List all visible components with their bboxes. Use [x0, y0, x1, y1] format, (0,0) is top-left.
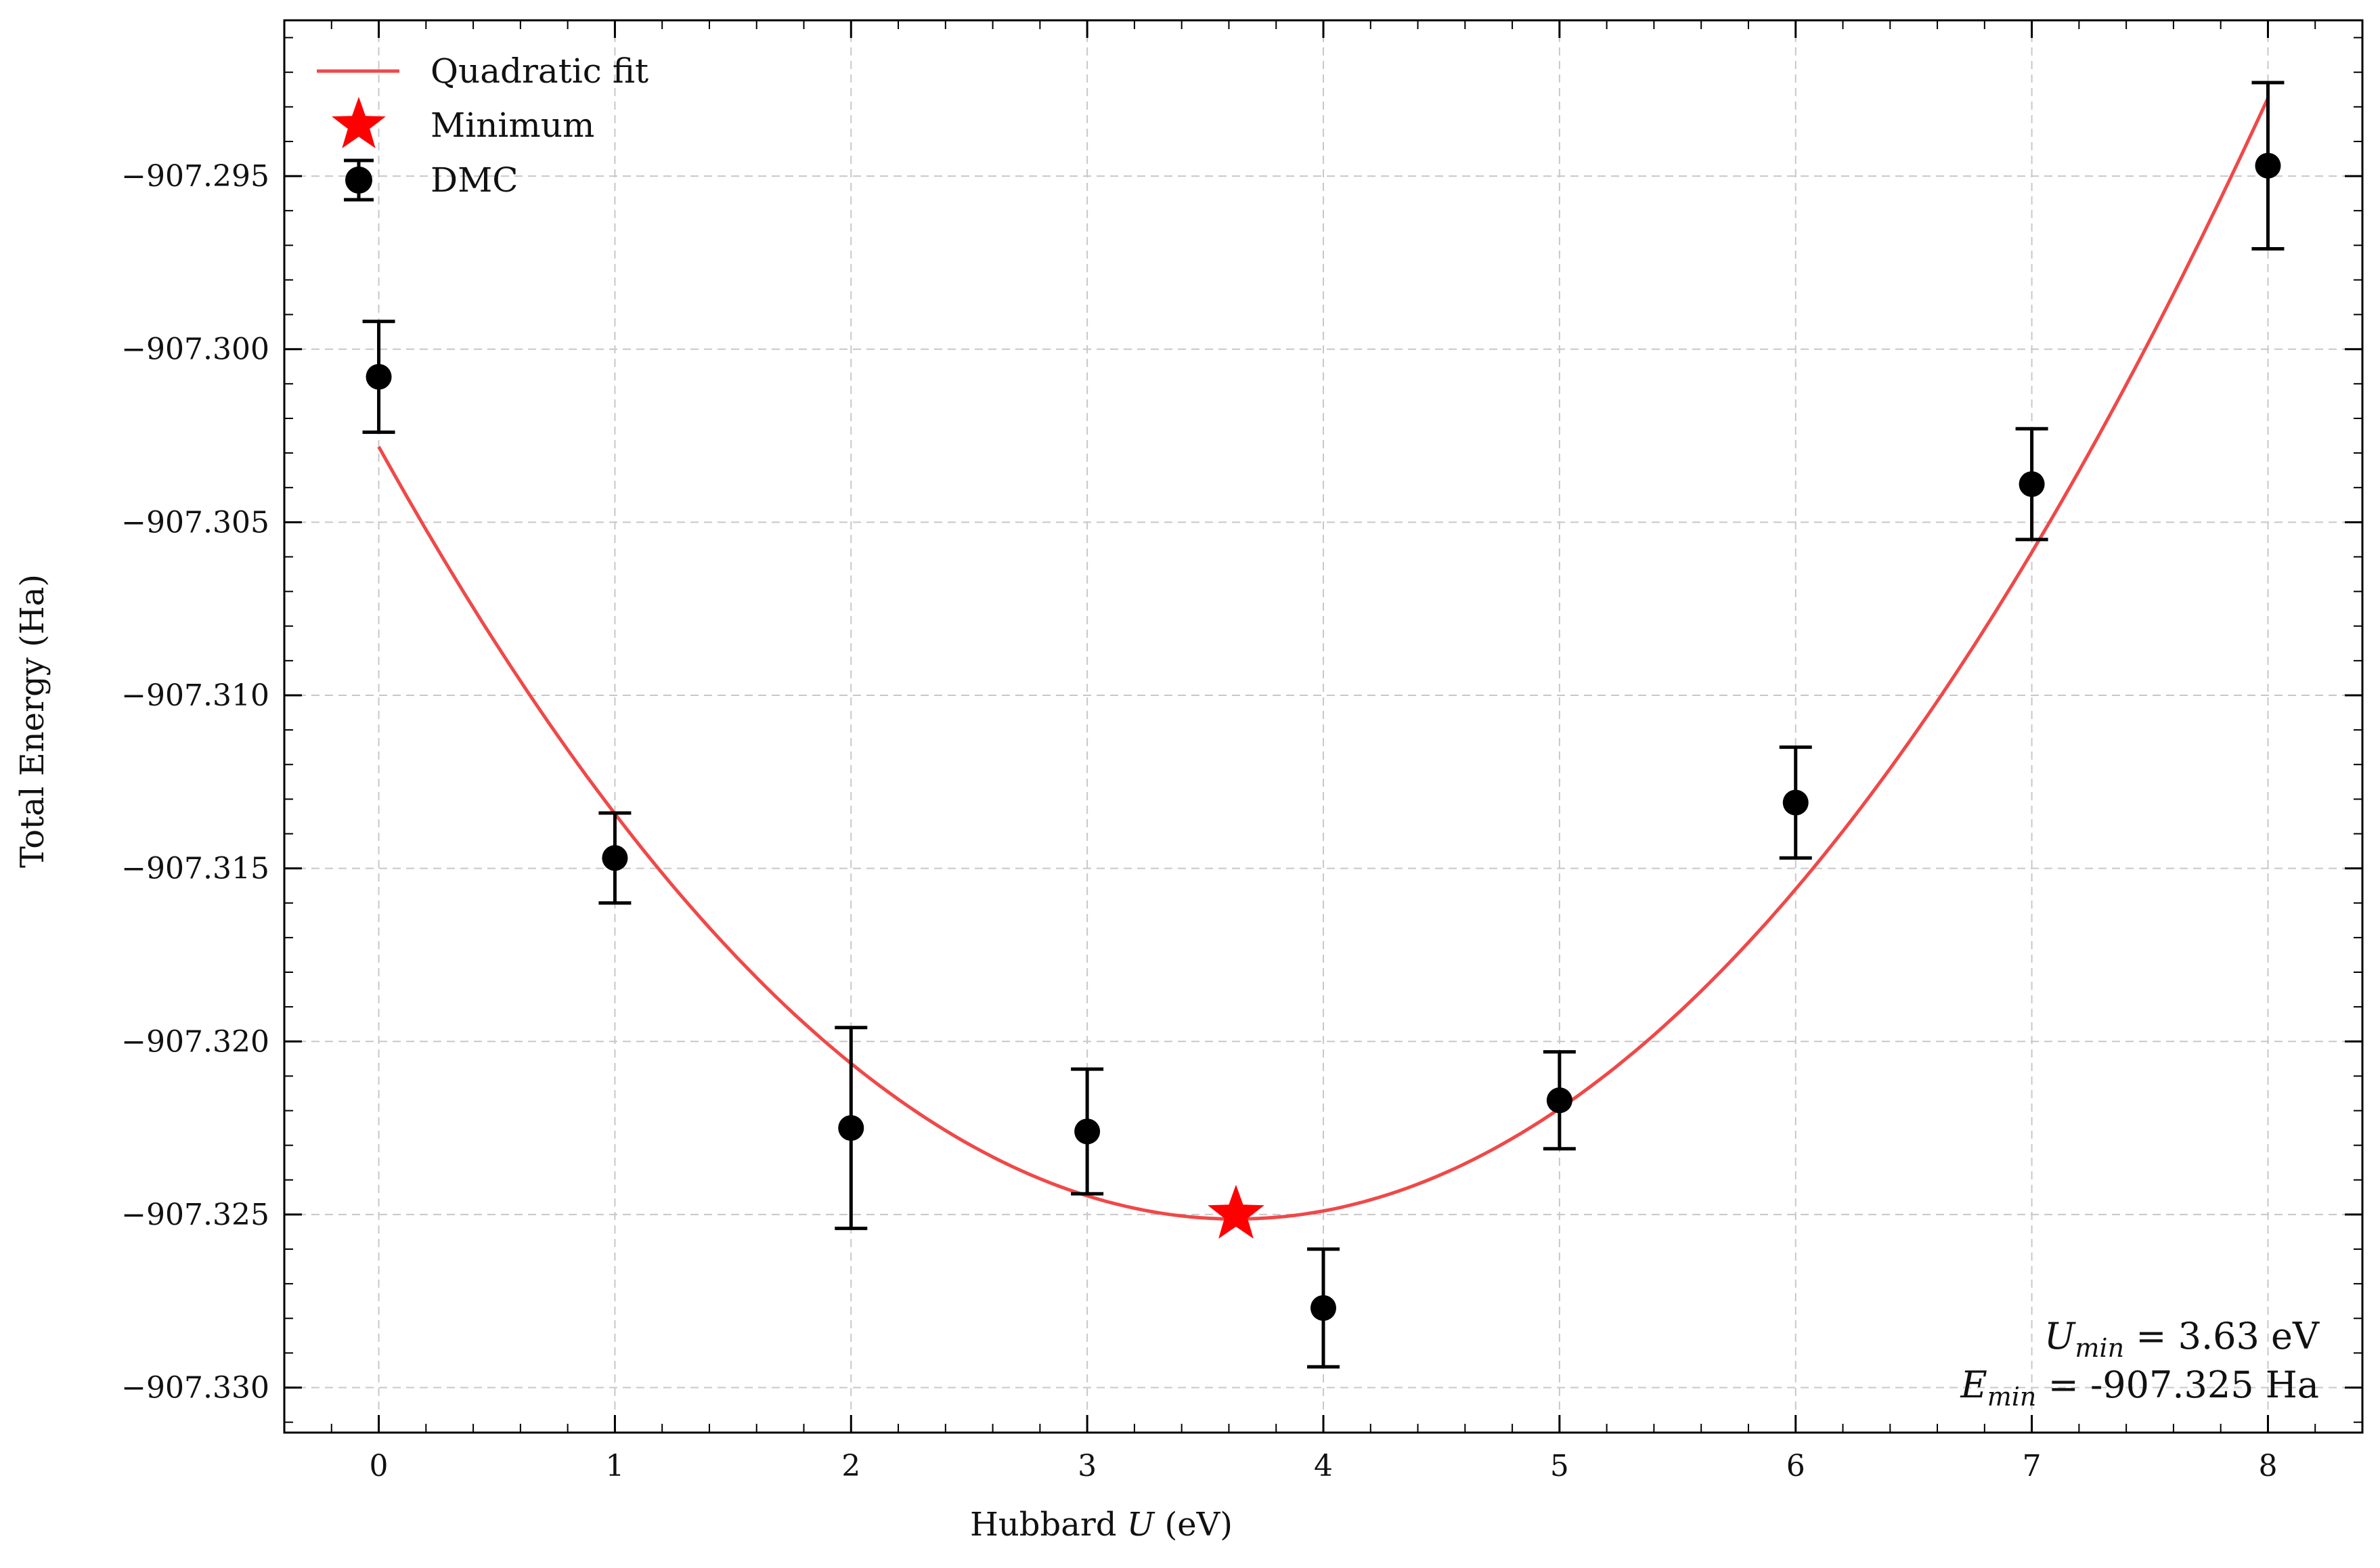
x-tick-label: 3: [1078, 1449, 1097, 1483]
y-tick-label: −907.305: [121, 505, 269, 540]
legend: Quadratic fit Minimum DMC: [317, 51, 648, 202]
y-tick-label: −907.295: [121, 159, 269, 194]
axis-ticks: [284, 20, 2363, 1433]
minimum-star-marker: [1208, 1184, 1264, 1239]
y-tick-label: −907.300: [121, 332, 269, 367]
legend-minimum-label: Minimum: [431, 106, 594, 145]
y-tick-label: −907.320: [121, 1024, 269, 1059]
dmc-point: [1782, 789, 1809, 816]
annotation-emin: Emin = -907.325 Ha: [1960, 1364, 2319, 1412]
dmc-point: [1546, 1087, 1572, 1114]
y-tick-label: −907.330: [121, 1371, 269, 1406]
x-tick-label: 4: [1314, 1449, 1333, 1483]
x-tick-label: 0: [370, 1449, 389, 1483]
x-tick-label: 8: [2258, 1449, 2277, 1483]
x-tick-label: 7: [2023, 1449, 2042, 1483]
dmc-point: [838, 1115, 864, 1141]
x-tick-label: 6: [1786, 1449, 1805, 1483]
dmc-point: [2019, 471, 2045, 498]
legend-fit-label: Quadratic fit: [431, 51, 648, 91]
y-tick-label: −907.325: [121, 1198, 269, 1232]
x-tick-label: 2: [841, 1449, 860, 1483]
x-axis-label: Hubbard U (eV): [970, 1506, 1233, 1544]
minimum-layer: [1208, 1184, 1264, 1239]
x-tick-label: 1: [605, 1449, 624, 1483]
y-axis-label: Total Energy (Ha): [14, 574, 51, 868]
y-tick-label: −907.315: [121, 852, 269, 886]
legend-dmc-swatch: [344, 158, 374, 202]
dmc-point: [2255, 152, 2281, 179]
dmc-point: [366, 364, 392, 390]
dmc-point: [1074, 1118, 1101, 1145]
legend-minimum-swatch: [332, 97, 386, 148]
x-tick-label: 5: [1550, 1449, 1569, 1483]
legend-dmc-label: DMC: [431, 160, 519, 200]
y-tick-label: −907.310: [121, 678, 269, 713]
x-tick-labels: 0 1 2 3 4 5 6 7 8: [370, 1449, 2278, 1483]
dmc-point: [602, 845, 628, 871]
fit-layer: [377, 97, 2270, 1221]
y-tick-labels: −907.295 −907.300 −907.305 −907.310 −907.315…: [121, 159, 269, 1405]
grid: [284, 20, 2362, 1433]
dmc-points: [362, 81, 2285, 1369]
dmc-point: [1310, 1294, 1336, 1321]
quadratic-fit-line: [377, 97, 2270, 1221]
annotation-umin: Umin = 3.63 eV: [2044, 1315, 2320, 1363]
